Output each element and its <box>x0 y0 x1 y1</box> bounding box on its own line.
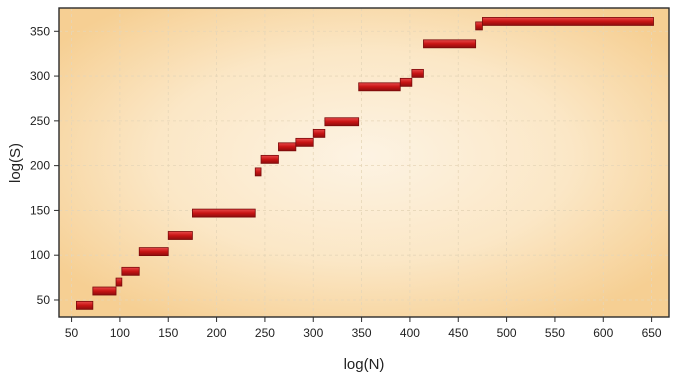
x-tick-label: 450 <box>448 326 468 340</box>
y-tick-label: 350 <box>30 24 50 38</box>
plot-frame <box>58 7 670 318</box>
y-axis: 50 100 150 200 250 300 350 <box>30 24 59 307</box>
x-axis: 50 100 150 200 250 300 350 400 450 500 550 600 650 <box>65 317 662 340</box>
y-tick-label: 50 <box>37 293 51 307</box>
x-tick-label: 400 <box>400 326 420 340</box>
data-segment <box>312 128 326 138</box>
data-segment <box>324 117 360 127</box>
y-tick-label: 250 <box>30 114 50 128</box>
data-segment <box>121 266 140 276</box>
x-tick-label: 550 <box>545 326 565 340</box>
y-tick-label: 100 <box>30 248 50 262</box>
y-tick-label: 200 <box>30 159 50 173</box>
data-segment <box>475 21 483 31</box>
data-series <box>76 17 654 310</box>
y-tick-label: 150 <box>30 203 50 217</box>
data-segment <box>167 231 193 240</box>
data-segment <box>138 247 169 257</box>
x-tick-label: 650 <box>642 326 662 340</box>
data-segment <box>358 82 401 92</box>
data-segment <box>295 137 314 147</box>
x-tick-label: 300 <box>303 326 323 340</box>
data-segment <box>399 77 413 87</box>
data-segment <box>411 68 424 78</box>
data-segment <box>92 286 117 296</box>
y-axis-title: log(S) <box>7 143 24 183</box>
data-segment <box>192 208 256 218</box>
data-segment <box>115 277 123 287</box>
data-segment <box>278 142 297 152</box>
x-tick-label: 200 <box>207 326 227 340</box>
data-segment <box>260 154 279 164</box>
x-tick-label: 500 <box>497 326 517 340</box>
x-tick-label: 250 <box>255 326 275 340</box>
x-tick-label: 50 <box>65 326 79 340</box>
x-tick-label: 100 <box>110 326 130 340</box>
y-tick-label: 300 <box>30 69 50 83</box>
data-segment <box>423 39 477 49</box>
data-segment <box>254 167 262 177</box>
x-tick-label: 150 <box>158 326 178 340</box>
plot-area <box>59 8 669 317</box>
data-segment <box>482 17 654 26</box>
x-tick-label: 350 <box>352 326 372 340</box>
x-axis-title: log(N) <box>344 356 385 373</box>
data-segment <box>76 300 94 310</box>
x-tick-label: 600 <box>593 326 613 340</box>
